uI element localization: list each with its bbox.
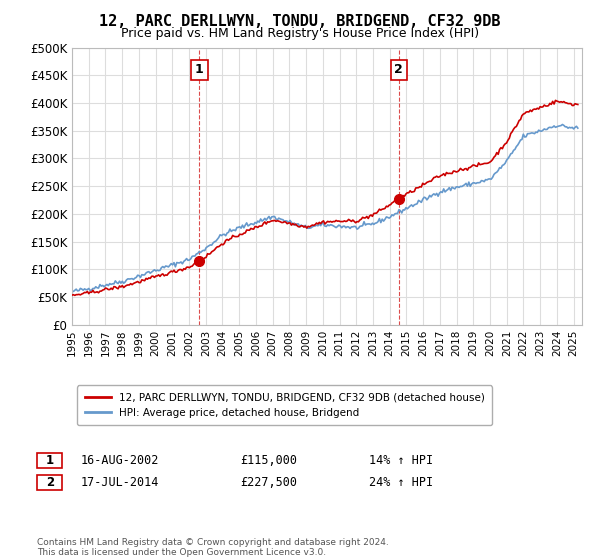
Text: Price paid vs. HM Land Registry's House Price Index (HPI): Price paid vs. HM Land Registry's House … <box>121 27 479 40</box>
Text: 17-JUL-2014: 17-JUL-2014 <box>81 476 160 489</box>
Text: 1: 1 <box>46 454 54 467</box>
Text: 2: 2 <box>394 63 403 76</box>
Legend: 12, PARC DERLLWYN, TONDU, BRIDGEND, CF32 9DB (detached house), HPI: Average pric: 12, PARC DERLLWYN, TONDU, BRIDGEND, CF32… <box>77 385 492 425</box>
Text: £227,500: £227,500 <box>240 476 297 489</box>
Text: 14% ↑ HPI: 14% ↑ HPI <box>369 454 433 467</box>
Text: 2: 2 <box>46 476 54 489</box>
Text: Contains HM Land Registry data © Crown copyright and database right 2024.
This d: Contains HM Land Registry data © Crown c… <box>37 538 389 557</box>
Text: £115,000: £115,000 <box>240 454 297 467</box>
Text: 12, PARC DERLLWYN, TONDU, BRIDGEND, CF32 9DB: 12, PARC DERLLWYN, TONDU, BRIDGEND, CF32… <box>99 14 501 29</box>
Text: 24% ↑ HPI: 24% ↑ HPI <box>369 476 433 489</box>
Text: 16-AUG-2002: 16-AUG-2002 <box>81 454 160 467</box>
Text: 1: 1 <box>195 63 204 76</box>
